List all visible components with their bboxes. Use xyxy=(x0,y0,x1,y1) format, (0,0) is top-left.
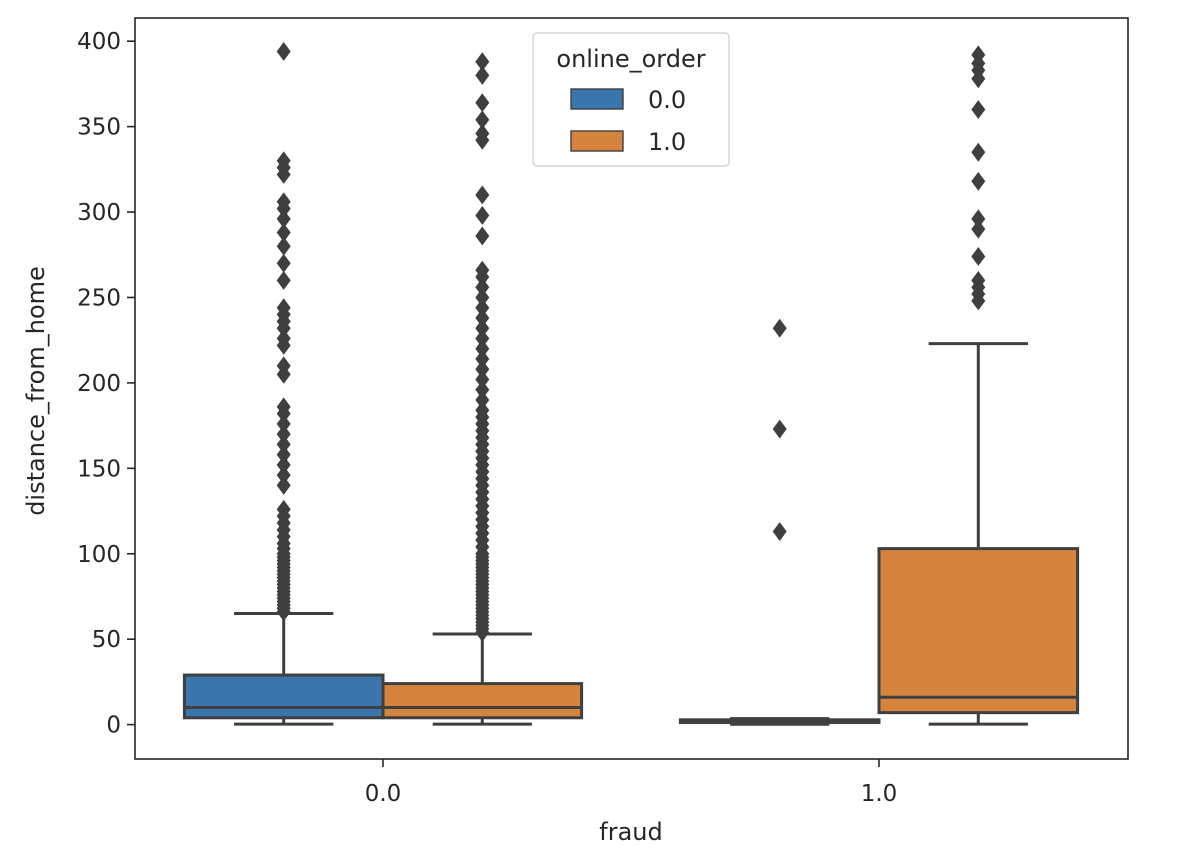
x-tick-label-1.0: 1.0 xyxy=(861,781,898,807)
outlier-fraud-0.0-online-0.0-44 xyxy=(276,236,291,256)
outlier-fraud-0.0-online-0.0-31 xyxy=(276,414,291,434)
plot-frame xyxy=(134,17,1129,760)
outlier-fraud-0.0-online-0.0-30 xyxy=(276,424,291,444)
outlier-fraud-1.0-online-1.0-8 xyxy=(971,142,986,162)
outlier-fraud-0.0-online-1.0-60 xyxy=(475,206,490,225)
y-axis-label: distance_from_home xyxy=(22,266,50,516)
outlier-fraud-0.0-online-1.0-56 xyxy=(475,277,490,297)
box-group-fraud-0.0-online-1.0 xyxy=(381,52,584,726)
outlier-fraud-0.0-online-1.0-45 xyxy=(475,390,490,410)
legend-swatch-1.0 xyxy=(570,130,624,152)
y-tick-label-50: 50 xyxy=(92,627,121,653)
outlier-fraud-0.0-online-1.0-67 xyxy=(475,52,490,72)
outlier-fraud-0.0-online-1.0-58 xyxy=(475,260,490,280)
outlier-fraud-1.0-online-1.0-6 xyxy=(971,209,986,229)
legend-label-1.0: 1.0 xyxy=(648,128,686,156)
x-axis-label: fraud xyxy=(599,818,662,846)
y-axis: 0 50 100 150 200 250 300 350 400 xyxy=(77,29,135,739)
y-tick-label-250: 250 xyxy=(77,285,121,311)
outlier-fraud-0.0-online-0.0-45 xyxy=(276,223,291,243)
plot-marks xyxy=(182,42,1080,726)
outlier-fraud-0.0-online-0.0-24 xyxy=(276,499,291,519)
outlier-fraud-0.0-online-0.0-51 xyxy=(276,151,291,171)
outlier-fraud-0.0-online-1.0-44 xyxy=(475,400,490,420)
box-fraud-0.0-online-0.0 xyxy=(182,673,385,720)
outlier-fraud-1.0-online-0.0-0 xyxy=(772,522,787,541)
box-group-fraud-0.0-online-0.0 xyxy=(182,42,385,726)
outlier-fraud-0.0-online-0.0-25 xyxy=(276,475,291,495)
outlier-fraud-0.0-online-1.0-55 xyxy=(475,288,490,307)
y-tick-label-100: 100 xyxy=(77,542,121,568)
x-axis: 0.0 1.0 xyxy=(365,759,898,807)
outlier-fraud-0.0-online-0.0-33 xyxy=(276,397,291,417)
outlier-fraud-1.0-online-1.0-13 xyxy=(971,45,986,65)
outlier-fraud-1.0-online-1.0-4 xyxy=(971,247,986,266)
box-group-fraud-1.0-online-0.0 xyxy=(678,318,881,726)
legend-swatch-0.0 xyxy=(570,88,624,110)
outlier-fraud-0.0-online-1.0-50 xyxy=(475,339,490,359)
outlier-fraud-0.0-online-1.0-52 xyxy=(475,318,490,338)
outlier-fraud-0.0-online-1.0-46 xyxy=(475,380,490,400)
outlier-fraud-0.0-online-0.0-42 xyxy=(276,270,291,290)
outlier-fraud-0.0-online-1.0-66 xyxy=(475,65,490,85)
outlier-fraud-0.0-online-0.0-43 xyxy=(276,253,291,273)
outlier-fraud-0.0-online-0.0-52 xyxy=(276,42,291,61)
outlier-fraud-1.0-online-1.0-7 xyxy=(971,171,986,191)
outlier-fraud-1.0-online-0.0-1 xyxy=(772,419,787,439)
outlier-fraud-0.0-online-1.0-63 xyxy=(475,124,490,143)
outlier-fraud-0.0-online-1.0-61 xyxy=(475,185,490,205)
outlier-fraud-0.0-online-0.0-37 xyxy=(276,329,291,348)
box-fraud-0.0-online-1.0 xyxy=(381,682,584,720)
legend-label-0.0: 0.0 xyxy=(648,86,686,114)
outlier-fraud-0.0-online-0.0-46 xyxy=(276,209,291,229)
outlier-fraud-0.0-online-1.0-53 xyxy=(475,308,490,328)
y-tick-label-400: 400 xyxy=(77,29,121,55)
box-group-fraud-1.0-online-1.0 xyxy=(877,45,1080,726)
outlier-fraud-0.0-online-0.0-29 xyxy=(276,434,291,454)
outlier-fraud-0.0-online-1.0-48 xyxy=(475,359,490,379)
outlier-fraud-1.0-online-1.0-3 xyxy=(971,270,986,290)
legend: online_order 0.0 1.0 xyxy=(532,32,730,167)
x-tick-label-0.0: 0.0 xyxy=(365,781,402,807)
outlier-fraud-1.0-online-0.0-2 xyxy=(772,318,787,338)
outlier-fraud-1.0-online-1.0-5 xyxy=(971,219,986,239)
y-tick-label-200: 200 xyxy=(77,371,121,397)
outlier-fraud-0.0-online-0.0-41 xyxy=(276,298,291,318)
outlier-fraud-0.0-online-0.0-27 xyxy=(276,455,291,475)
box-fraud-1.0-online-1.0 xyxy=(877,547,1080,715)
outlier-fraud-0.0-online-1.0-54 xyxy=(475,298,490,318)
outlier-fraud-0.0-online-0.0-35 xyxy=(276,356,291,376)
outlier-fraud-1.0-online-1.0-9 xyxy=(971,100,986,119)
outlier-fraud-0.0-online-0.0-48 xyxy=(276,192,291,212)
outlier-fraud-0.0-online-1.0-59 xyxy=(475,226,490,246)
y-tick-label-300: 300 xyxy=(77,200,121,226)
outlier-fraud-0.0-online-1.0-47 xyxy=(475,370,490,389)
legend-title: online_order xyxy=(556,45,705,73)
y-tick-label-150: 150 xyxy=(77,456,121,482)
outlier-fraud-0.0-online-1.0-51 xyxy=(475,329,490,348)
outlier-fraud-0.0-online-1.0-49 xyxy=(475,349,490,369)
y-tick-label-0: 0 xyxy=(106,713,121,739)
outlier-fraud-0.0-online-1.0-64 xyxy=(475,110,490,130)
outlier-fraud-0.0-online-0.0-26 xyxy=(276,465,291,485)
outlier-fraud-0.0-online-1.0-65 xyxy=(475,93,490,113)
outlier-fraud-0.0-online-0.0-28 xyxy=(276,445,291,465)
y-tick-label-350: 350 xyxy=(77,115,121,141)
